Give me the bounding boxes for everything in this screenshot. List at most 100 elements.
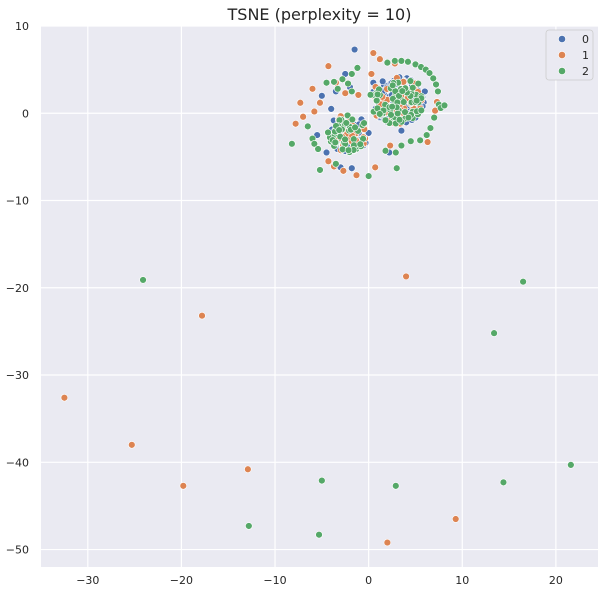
legend: 0 1 2 xyxy=(545,29,594,81)
point-series-2 xyxy=(334,85,342,93)
point-series-2 xyxy=(422,131,431,139)
point-series-2 xyxy=(393,109,402,118)
point-series-2 xyxy=(412,96,421,105)
point-series-2 xyxy=(330,78,338,86)
point-series-0 xyxy=(378,77,387,86)
point-series-1 xyxy=(198,311,206,320)
point-series-2 xyxy=(344,79,352,88)
point-series-1 xyxy=(316,99,324,107)
point-series-1 xyxy=(324,62,333,70)
legend-marker-0 xyxy=(558,35,566,43)
point-series-1 xyxy=(423,138,432,146)
point-series-1 xyxy=(339,167,348,175)
point-series-2 xyxy=(351,123,359,132)
point-series-2 xyxy=(404,113,413,122)
point-series-1 xyxy=(352,171,361,179)
point-series-2 xyxy=(343,111,352,120)
point-series-2 xyxy=(499,478,508,487)
y-tick-labels: 10 0 −10 −20 −30 −40 −50 xyxy=(6,20,29,557)
y-tick-label: −30 xyxy=(6,369,29,382)
point-series-1 xyxy=(383,538,392,547)
point-series-1 xyxy=(128,441,136,449)
point-series-2 xyxy=(353,64,362,72)
point-series-2 xyxy=(335,126,343,134)
x-tick-labels: −30 −20 −10 0 10 20 xyxy=(76,574,563,587)
legend-label-0: 0 xyxy=(582,33,589,46)
point-series-2 xyxy=(245,522,253,530)
point-series-2 xyxy=(304,122,312,131)
point-series-2 xyxy=(310,140,319,148)
point-series-2 xyxy=(430,113,438,122)
legend-marker-2 xyxy=(558,67,566,75)
point-series-2 xyxy=(316,166,324,174)
point-series-2 xyxy=(404,58,412,66)
chart-title: TSNE (perplexity = 10) xyxy=(227,5,412,24)
point-series-2 xyxy=(392,482,400,490)
point-series-2 xyxy=(429,74,437,83)
point-series-2 xyxy=(341,135,349,144)
x-tick-label: −30 xyxy=(76,574,99,587)
point-series-2 xyxy=(376,110,384,118)
point-series-2 xyxy=(348,70,356,78)
point-series-2 xyxy=(387,111,395,119)
point-series-2 xyxy=(414,79,422,88)
x-tick-label: 20 xyxy=(549,574,563,587)
plot-background xyxy=(41,26,598,567)
point-series-1 xyxy=(308,85,317,93)
point-series-1 xyxy=(369,49,378,57)
point-series-0 xyxy=(322,148,331,157)
point-series-2 xyxy=(397,141,406,150)
legend-label-1: 1 xyxy=(582,49,589,62)
point-series-0 xyxy=(348,164,356,172)
point-series-2 xyxy=(381,147,390,155)
point-series-2 xyxy=(331,138,339,147)
point-series-2 xyxy=(519,277,527,286)
point-series-1 xyxy=(341,89,349,97)
point-series-2 xyxy=(401,108,409,116)
point-series-1 xyxy=(60,394,69,402)
point-series-2 xyxy=(139,276,147,284)
point-series-2 xyxy=(388,81,397,89)
point-series-2 xyxy=(366,91,375,99)
point-series-2 xyxy=(392,148,400,157)
point-series-2 xyxy=(432,80,440,89)
point-series-2 xyxy=(315,531,323,539)
point-series-2 xyxy=(409,84,417,92)
point-series-2 xyxy=(318,476,326,485)
data-points xyxy=(60,45,575,547)
point-series-2 xyxy=(388,102,396,111)
point-series-2 xyxy=(440,101,449,110)
point-series-2 xyxy=(381,116,390,124)
legend-marker-1 xyxy=(558,51,566,59)
x-tick-label: −20 xyxy=(170,574,193,587)
point-series-1 xyxy=(371,163,379,172)
point-series-2 xyxy=(342,119,350,127)
y-tick-label: −40 xyxy=(6,456,29,469)
point-series-0 xyxy=(318,92,326,100)
legend-box xyxy=(545,29,594,81)
point-series-2 xyxy=(417,106,426,115)
grid xyxy=(41,25,598,567)
point-series-2 xyxy=(338,75,347,83)
point-series-2 xyxy=(567,461,575,469)
point-series-2 xyxy=(324,128,332,137)
point-series-1 xyxy=(299,113,307,121)
point-series-1 xyxy=(354,91,363,99)
point-series-2 xyxy=(393,164,401,172)
y-tick-label: 10 xyxy=(15,20,29,33)
y-tick-label: −10 xyxy=(6,195,29,208)
point-series-0 xyxy=(327,105,335,113)
point-series-1 xyxy=(310,107,319,116)
point-series-2 xyxy=(407,137,415,145)
point-series-2 xyxy=(360,119,368,127)
point-series-2 xyxy=(406,77,415,85)
x-tick-label: 0 xyxy=(365,574,372,587)
point-series-2 xyxy=(391,57,399,65)
point-series-2 xyxy=(350,135,358,143)
point-series-1 xyxy=(452,515,460,523)
point-series-2 xyxy=(364,172,373,180)
point-series-2 xyxy=(373,90,382,99)
y-tick-label: −50 xyxy=(6,544,29,557)
point-series-2 xyxy=(426,124,435,132)
